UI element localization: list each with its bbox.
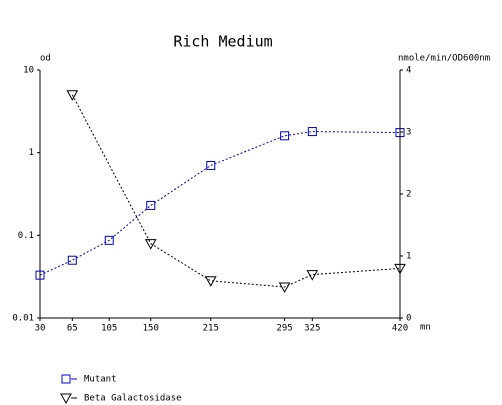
marker: [280, 131, 290, 141]
y2-axis-label: nmole/min/OD600nm: [398, 54, 490, 64]
marker: [35, 270, 45, 280]
legend-marker: [61, 374, 71, 384]
marker: [104, 235, 114, 245]
marker: [206, 160, 216, 170]
marker: [204, 276, 217, 287]
chart-title: Rich Medium: [173, 33, 272, 51]
marker: [395, 128, 405, 138]
marker: [66, 90, 79, 101]
marker: [146, 200, 156, 210]
x-tick-label: 105: [101, 324, 117, 334]
y2-tick-label: 2: [406, 190, 411, 200]
x-axis-label: mn: [420, 323, 431, 333]
y-tick-label: 1: [29, 148, 34, 158]
legend-label: Mutant: [84, 375, 117, 385]
x-tick-label: 215: [203, 324, 219, 334]
y2-tick-label: 3: [406, 128, 411, 138]
series-line: [39, 131, 401, 276]
x-tick-label: 30: [35, 324, 46, 334]
y-tick-label: 10: [23, 66, 34, 76]
legend-label: Beta Galactosidase: [84, 394, 182, 404]
y-tick-label: 0.01: [12, 314, 34, 324]
series-line: [71, 94, 401, 288]
marker: [67, 255, 77, 265]
y2-tick-label: 0: [406, 314, 411, 324]
y2-tick-label: 4: [406, 66, 411, 76]
marker: [394, 263, 406, 275]
legend-marker: [60, 393, 72, 405]
x-tick-label: 325: [304, 324, 320, 334]
marker: [278, 282, 291, 294]
x-tick-label: 295: [276, 324, 292, 334]
marker: [306, 270, 319, 281]
x-tick-label: 65: [67, 324, 78, 334]
x-tick-label: 150: [143, 324, 159, 334]
marker: [144, 239, 157, 250]
y-axis-label: od: [40, 54, 51, 64]
y2-tick-label: 1: [406, 252, 411, 262]
x-tick-label: 420: [392, 324, 408, 334]
marker: [307, 127, 317, 137]
y-tick-label: 0.1: [18, 231, 34, 241]
